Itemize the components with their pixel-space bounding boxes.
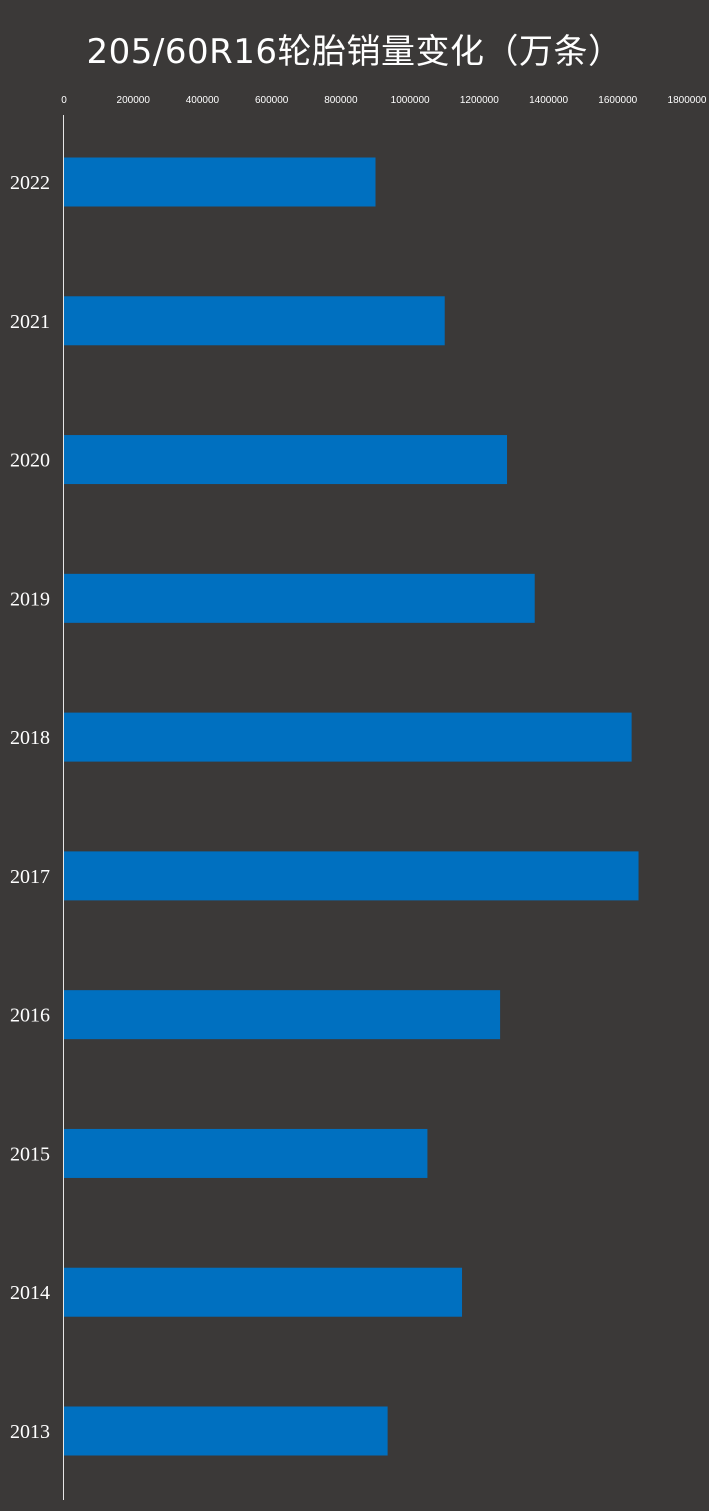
x-tick-label: 1400000 bbox=[529, 95, 568, 106]
category-label-2020: 2020 bbox=[10, 450, 50, 472]
bar-2017 bbox=[64, 851, 639, 901]
y-axis-category-labels: 2022 2021 2020 2019 2018 2017 2016 2015 2014 2013 bbox=[10, 172, 50, 1443]
x-tick-label: 1200000 bbox=[460, 95, 499, 106]
x-tick-label: 1000000 bbox=[391, 95, 430, 106]
bar-2015 bbox=[64, 1128, 428, 1178]
category-label-2018: 2018 bbox=[10, 727, 50, 749]
x-tick-label: 1800000 bbox=[668, 95, 707, 106]
category-label-2022: 2022 bbox=[10, 172, 50, 194]
bar-2014 bbox=[64, 1267, 463, 1317]
category-label-2015: 2015 bbox=[10, 1143, 50, 1165]
category-label-2017: 2017 bbox=[10, 866, 50, 888]
x-tick-label: 1600000 bbox=[598, 95, 637, 106]
category-label-2019: 2019 bbox=[10, 588, 50, 610]
bar-2019 bbox=[64, 573, 535, 623]
x-tick-label: 200000 bbox=[117, 95, 151, 106]
category-label-2014: 2014 bbox=[10, 1282, 50, 1304]
category-label-2013: 2013 bbox=[10, 1421, 50, 1443]
bar-series bbox=[64, 157, 639, 1456]
x-tick-label: 600000 bbox=[255, 95, 289, 106]
bar-2022 bbox=[64, 157, 376, 207]
x-tick-label: 400000 bbox=[186, 95, 220, 106]
bar-2020 bbox=[64, 435, 508, 485]
bar-2021 bbox=[64, 296, 445, 346]
x-axis-tick-labels: 0 200000 400000 600000 800000 1000000 1200000 1… bbox=[61, 95, 707, 106]
bar-2018 bbox=[64, 712, 632, 762]
x-tick-label: 0 bbox=[61, 95, 67, 106]
chart-title: 205/60R16轮胎销量变化（万条） bbox=[86, 32, 623, 72]
category-label-2021: 2021 bbox=[10, 311, 50, 333]
category-label-2016: 2016 bbox=[10, 1005, 50, 1027]
x-tick-label: 800000 bbox=[324, 95, 358, 106]
bar-2016 bbox=[64, 990, 501, 1040]
bar-2013 bbox=[64, 1406, 388, 1456]
